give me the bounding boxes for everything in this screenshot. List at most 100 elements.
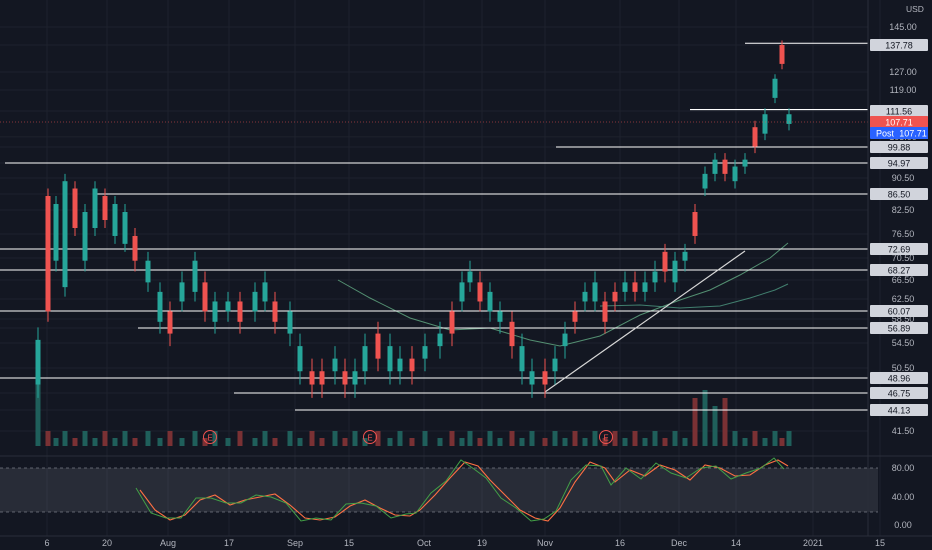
time-tick-label: 6 xyxy=(44,538,49,548)
candlesticks xyxy=(35,40,792,398)
price-level-label: 56.89 xyxy=(888,324,911,334)
volume-bar xyxy=(752,431,758,446)
price-tick-label: 54.50 xyxy=(892,338,915,348)
candle-body xyxy=(167,311,173,334)
volume-bar xyxy=(92,438,98,446)
time-tick-label: Dec xyxy=(671,538,688,548)
candle-body xyxy=(702,173,708,189)
oscillator-axis[interactable]: 80.00 40.00 0.00 xyxy=(892,463,915,530)
candle-body xyxy=(762,114,768,134)
candle-body xyxy=(437,333,443,347)
earnings-marker-label: E xyxy=(603,434,608,443)
candle-body xyxy=(112,204,118,236)
volume-bar xyxy=(519,438,525,446)
volume-bar xyxy=(672,431,678,446)
price-label-bg xyxy=(870,188,928,200)
volume-bar xyxy=(722,398,728,446)
volume-bar xyxy=(692,398,698,446)
post-label-value-bg xyxy=(898,127,928,139)
volume-bar xyxy=(132,438,138,446)
candle-body xyxy=(542,371,548,385)
candle-body xyxy=(352,371,358,385)
price-level-label: 111.56 xyxy=(886,107,912,117)
price-level-label: 46.75 xyxy=(888,389,911,399)
volume-bar xyxy=(772,431,778,446)
moving-average-line xyxy=(599,283,789,309)
earnings-marker[interactable]: E xyxy=(203,430,217,444)
price-tick-label: 119.00 xyxy=(890,85,917,95)
price-tick-label: 82.50 xyxy=(892,205,915,215)
volume-bar xyxy=(309,431,315,446)
currency-label: USD xyxy=(906,4,924,14)
post-price-label: 107.71 xyxy=(899,129,927,139)
volume-bar xyxy=(529,431,535,446)
time-tick-label: 14 xyxy=(731,538,741,548)
support-resistance-lines[interactable] xyxy=(0,42,868,411)
candle-body xyxy=(642,282,648,292)
price-label-bg xyxy=(870,105,928,117)
volume-bar xyxy=(102,431,108,446)
candle-body xyxy=(202,282,208,312)
volume-bar xyxy=(542,438,548,446)
time-tick-label: 16 xyxy=(615,538,625,548)
volume-bar xyxy=(332,431,338,446)
price-level-label: 72.69 xyxy=(888,245,911,255)
volume-bar xyxy=(157,438,163,446)
volume-bar xyxy=(552,431,558,446)
price-tick-label: 70.50 xyxy=(892,253,915,263)
candle-body xyxy=(297,346,303,372)
volume-bar xyxy=(352,431,358,446)
candle-body xyxy=(122,212,128,244)
volume-bar xyxy=(437,438,443,446)
candle-body xyxy=(519,346,525,372)
candle-body xyxy=(45,196,51,312)
volume-bar xyxy=(145,431,151,446)
volume-bar xyxy=(62,431,68,446)
trend-line[interactable] xyxy=(544,250,746,393)
candle-body xyxy=(409,358,415,372)
candle-body xyxy=(562,333,568,347)
price-tick-label: 127.00 xyxy=(889,67,917,77)
earnings-marker[interactable]: E xyxy=(363,430,377,444)
volume-bar xyxy=(122,431,128,446)
volume-bar xyxy=(477,438,483,446)
volume-bar xyxy=(572,431,578,446)
candle-body xyxy=(252,291,258,312)
volume-bar xyxy=(53,438,59,446)
volume-bar xyxy=(397,431,403,446)
candle-body xyxy=(497,311,503,322)
oscillator-tick-label: 40.00 xyxy=(892,492,915,502)
candle-body xyxy=(92,188,98,228)
candle-body xyxy=(82,212,88,261)
candle-body xyxy=(53,204,59,261)
time-axis[interactable]: 6 20 Aug 17 Sep 15 Oct 19 Nov 16 Dec 14 2021 15 xyxy=(44,538,885,548)
price-level-label: 48.96 xyxy=(888,374,911,384)
volume-bar xyxy=(375,431,381,446)
candle-body xyxy=(192,260,198,292)
earnings-marker[interactable]: E xyxy=(599,430,613,444)
oscillator-tick-label: 80.00 xyxy=(892,463,915,473)
candle-body xyxy=(212,301,218,322)
volume-bar xyxy=(82,431,88,446)
candle-body xyxy=(309,371,315,385)
candle-body xyxy=(459,282,465,302)
candle-body xyxy=(672,260,678,283)
candle-body xyxy=(179,282,185,302)
price-level-label: 60.07 xyxy=(888,307,911,317)
volume-bar xyxy=(35,356,41,446)
volume-bar xyxy=(622,438,628,446)
volume-bar xyxy=(459,438,465,446)
candle-body xyxy=(582,291,588,302)
candle-body xyxy=(397,358,403,372)
candle-body xyxy=(145,260,151,283)
price-label-bg xyxy=(870,387,928,399)
volume-bar xyxy=(602,438,608,446)
price-label-bg xyxy=(870,322,928,334)
candle-body xyxy=(387,346,393,372)
candle-body xyxy=(449,311,455,334)
candle-body xyxy=(509,321,515,347)
volume-bar xyxy=(362,438,368,446)
price-level-label: 107.71 xyxy=(885,118,913,128)
stochastic-oscillator xyxy=(135,457,789,522)
